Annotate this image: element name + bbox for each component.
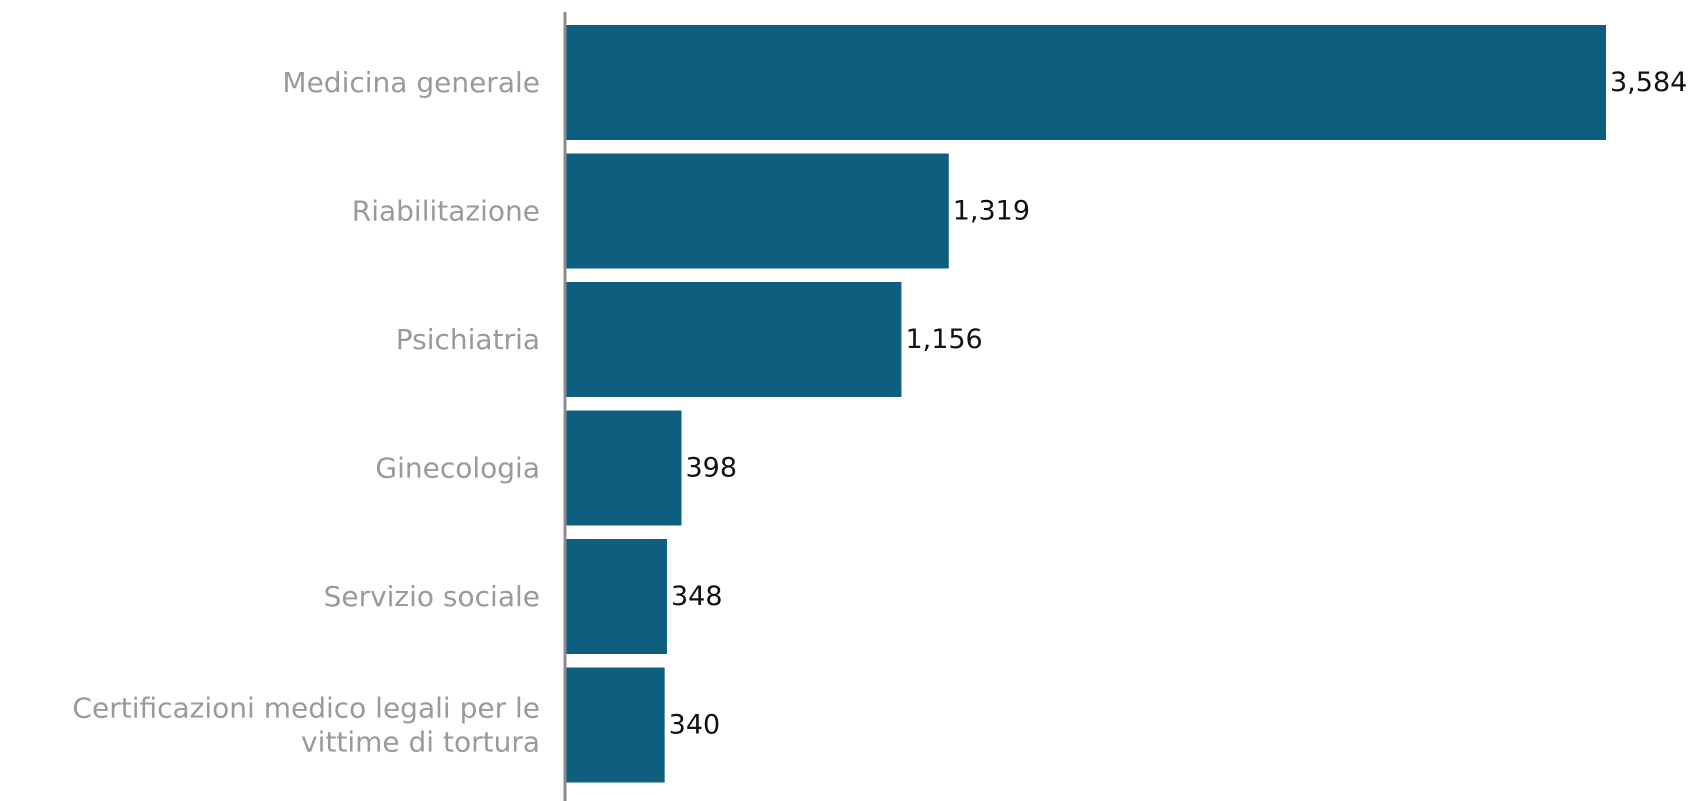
category-label-line: Medicina generale (282, 66, 540, 99)
category-label-line: Riabilitazione (352, 195, 540, 228)
category-label-line: Psichiatria (396, 323, 540, 356)
category-label: Riabilitazione (352, 195, 540, 228)
value-label: 1,156 (905, 324, 982, 355)
category-label: Servizio sociale (324, 580, 540, 613)
value-labels-group: 3,584 1,319 1,156 398 348 340 (669, 67, 1688, 741)
category-label-line: Ginecologia (375, 452, 540, 485)
category-labels-group: Medicina generale Riabilitazione Psichiatr… (72, 66, 540, 759)
value-label: 348 (671, 581, 723, 612)
category-label: Ginecologia (375, 452, 540, 485)
category-label-line: Certificazioni medico legali per le (72, 692, 540, 725)
category-label-line: Servizio sociale (324, 580, 540, 613)
bar (566, 25, 1606, 140)
bar (566, 410, 682, 526)
value-label: 3,584 (1610, 67, 1687, 98)
value-label: 1,319 (953, 196, 1030, 227)
bar (566, 539, 667, 654)
category-label: Medicina generale (282, 66, 540, 99)
category-label: Psichiatria (396, 323, 540, 356)
bar (566, 667, 665, 783)
bar (566, 282, 902, 397)
bar (566, 153, 949, 269)
value-label: 398 (685, 453, 737, 484)
bars-group (566, 25, 1606, 783)
category-label-line: vittime di tortura (301, 726, 540, 759)
value-label: 340 (669, 710, 721, 741)
category-label: Certificazioni medico legali per le vitti… (72, 692, 540, 759)
